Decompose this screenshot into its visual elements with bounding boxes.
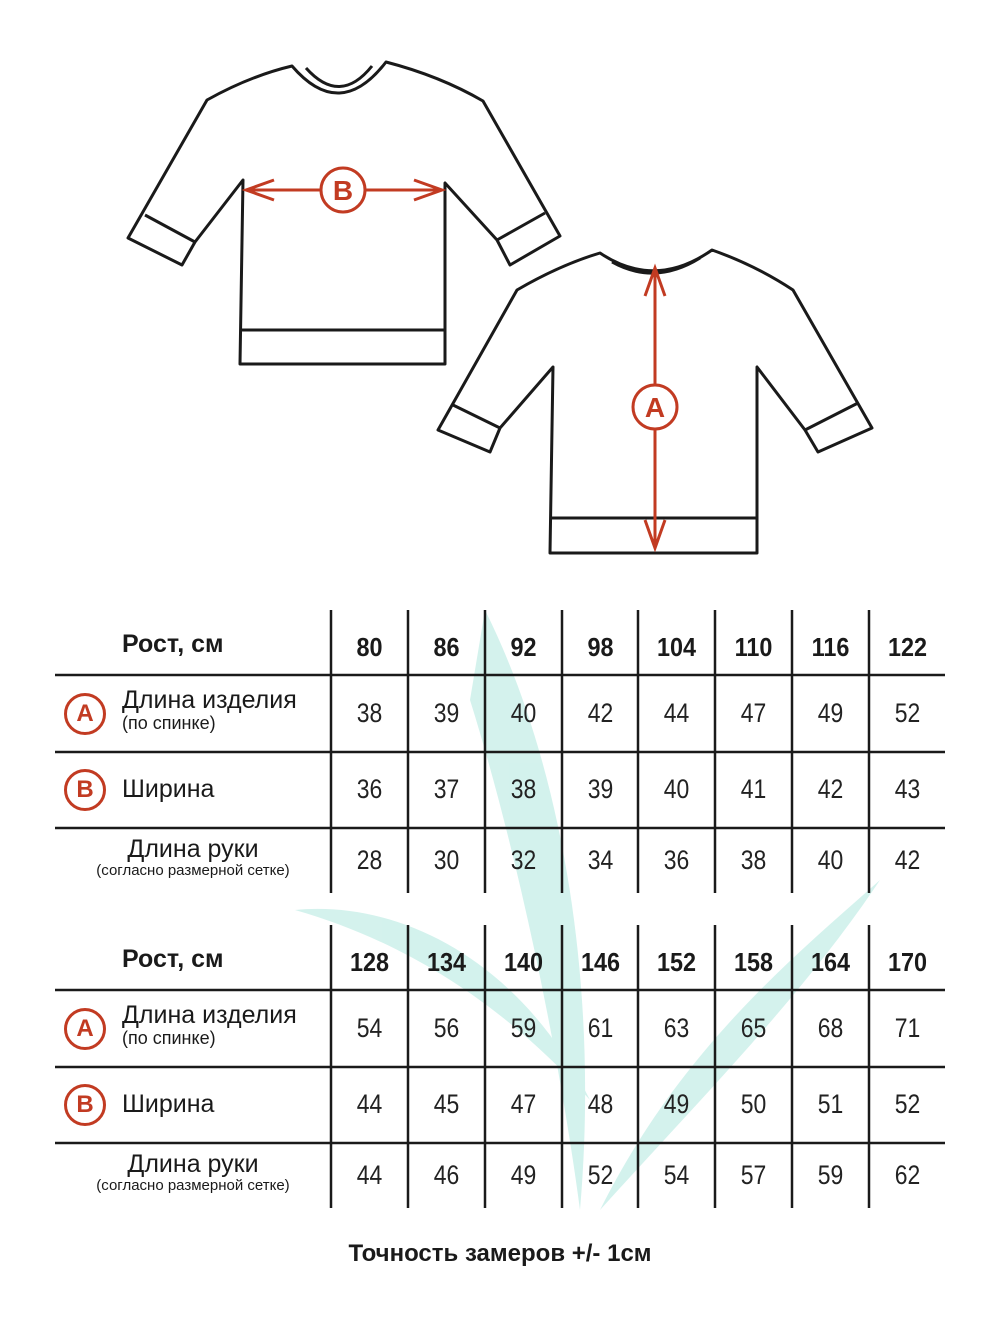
size-header: 92 xyxy=(510,632,537,662)
size-header: 80 xyxy=(356,632,383,662)
marker-badge: A xyxy=(64,1007,106,1050)
row-sublabel: (по спинке) xyxy=(122,1027,216,1048)
table-cell: 28 xyxy=(356,844,383,875)
table-cell: 44 xyxy=(356,1089,383,1119)
table-cell: 56 xyxy=(433,1012,460,1043)
row-label: Ширина xyxy=(122,1090,215,1118)
table-cell: 42 xyxy=(894,844,921,875)
table-cell: 32 xyxy=(510,844,537,875)
garment-diagram: B A xyxy=(126,60,874,555)
table-cell: 38 xyxy=(356,697,383,728)
table-cell: 40 xyxy=(510,697,537,728)
table-cell: 30 xyxy=(433,844,460,875)
table-cell: 39 xyxy=(587,774,614,804)
watermark-leaf-2 xyxy=(600,880,880,1210)
marker-a: A xyxy=(645,392,665,423)
table-cell: 54 xyxy=(356,1012,383,1043)
table-cell: 44 xyxy=(356,1159,383,1190)
table-cell: 71 xyxy=(894,1012,921,1043)
size-header: 86 xyxy=(433,632,460,662)
table-cell: 68 xyxy=(817,1012,844,1043)
marker-badge: B xyxy=(64,1084,106,1126)
row-sublabel: (по спинке) xyxy=(122,712,216,733)
size-header: 146 xyxy=(580,947,621,977)
row-label: Длина изделия xyxy=(122,685,297,714)
marker-badge: B xyxy=(64,769,106,811)
table-cell: 59 xyxy=(510,1012,537,1043)
table-cell: 49 xyxy=(663,1089,690,1119)
table-cell: 61 xyxy=(587,1012,614,1043)
size-header: 98 xyxy=(587,632,614,662)
table-cell: 63 xyxy=(663,1012,690,1043)
measurement-accuracy-note: Точность замеров +/- 1см xyxy=(348,1240,652,1267)
table-cell: 39 xyxy=(433,697,460,728)
length-measure-arrow xyxy=(631,263,679,553)
size-header: 128 xyxy=(349,947,390,977)
table-cell: 57 xyxy=(740,1159,767,1190)
height-header-label: Рост, см xyxy=(122,945,224,973)
size-header: 122 xyxy=(887,632,928,662)
marker-badge: A xyxy=(64,692,106,735)
table-cell: 52 xyxy=(894,1089,921,1119)
table-cell: 42 xyxy=(817,774,844,804)
table-cell: 38 xyxy=(740,844,767,875)
table-cell: 65 xyxy=(740,1012,767,1043)
table-cell: 47 xyxy=(740,697,767,728)
row-label: Длина руки xyxy=(127,1149,259,1178)
height-header-label: Рост, см xyxy=(122,630,224,658)
marker-b: B xyxy=(333,175,353,206)
table-cell: 54 xyxy=(663,1159,690,1190)
table-cell: 46 xyxy=(433,1159,460,1190)
row-sublabel: (согласно размерной сетке) xyxy=(96,1176,290,1194)
size-header: 170 xyxy=(887,947,928,977)
table-cell: 36 xyxy=(356,774,383,804)
row-sublabel: (согласно размерной сетке) xyxy=(96,861,290,879)
table-cell: 52 xyxy=(894,697,921,728)
table-cell: 44 xyxy=(663,697,690,728)
size-header: 164 xyxy=(810,947,851,977)
table-cell: 41 xyxy=(740,774,767,804)
size-header: 110 xyxy=(734,632,773,662)
watermark-leaf-3 xyxy=(295,908,590,1100)
table-cell: 36 xyxy=(663,844,690,875)
table-cell: 45 xyxy=(433,1089,460,1119)
table-cell: 40 xyxy=(663,774,690,804)
size-header: 140 xyxy=(503,947,544,977)
table-cell: 38 xyxy=(510,774,537,804)
table-cell: 47 xyxy=(510,1089,537,1119)
size-header: 104 xyxy=(656,632,697,662)
table-cell: 50 xyxy=(740,1089,767,1119)
table-cell: 43 xyxy=(894,774,921,804)
table-cell: 49 xyxy=(510,1159,537,1190)
table-cell: 40 xyxy=(817,844,844,875)
table-cell: 37 xyxy=(433,774,460,804)
table-cell: 59 xyxy=(817,1159,844,1190)
table-cell: 49 xyxy=(817,697,844,728)
size-header: 134 xyxy=(426,947,467,977)
size-header: 116 xyxy=(811,632,850,662)
front-sweater xyxy=(126,60,562,366)
width-measure-arrow xyxy=(241,166,447,214)
table-cell: 62 xyxy=(894,1159,921,1190)
size-header: 152 xyxy=(656,947,697,977)
table-cell: 34 xyxy=(587,844,614,875)
table-cell: 42 xyxy=(587,697,614,728)
size-header: 158 xyxy=(733,947,774,977)
table-cell: 48 xyxy=(587,1089,614,1119)
row-label: Ширина xyxy=(122,775,215,803)
table-cell: 52 xyxy=(587,1159,614,1190)
row-label: Длина руки xyxy=(127,834,259,863)
table-cell: 51 xyxy=(817,1089,844,1119)
row-label: Длина изделия xyxy=(122,1000,297,1029)
